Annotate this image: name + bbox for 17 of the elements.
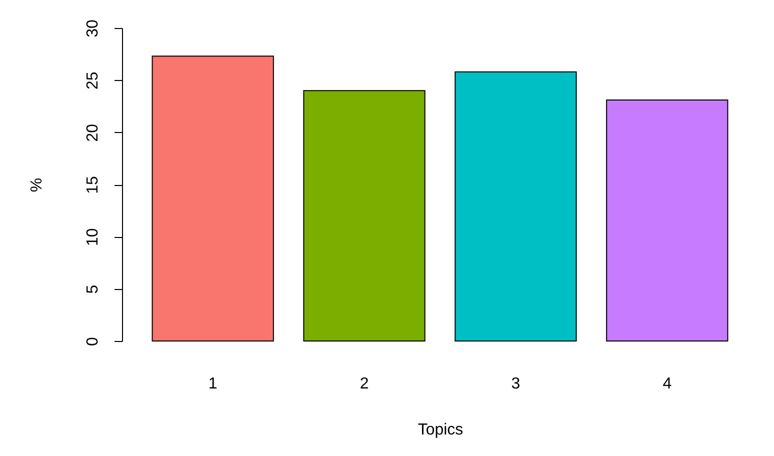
x-axis-title: Topics — [418, 422, 464, 438]
bar — [152, 56, 274, 342]
bar — [454, 71, 577, 342]
y-tick-label: 5 — [84, 284, 102, 294]
y-tick-label: 30 — [84, 20, 102, 38]
bar — [606, 99, 728, 342]
y-tick-label: 20 — [84, 124, 102, 142]
x-tick-label: 3 — [511, 376, 520, 392]
y-tick-label: 15 — [84, 176, 102, 194]
y-tick-label: 25 — [84, 72, 102, 90]
bar — [303, 90, 426, 342]
x-tick-label: 4 — [662, 376, 672, 392]
y-axis-title: % — [28, 178, 46, 192]
x-tick-label: 2 — [360, 376, 369, 392]
y-tick-label: 0 — [84, 336, 102, 346]
x-tick-label: 1 — [208, 376, 218, 392]
y-tick-label: 10 — [84, 228, 102, 246]
